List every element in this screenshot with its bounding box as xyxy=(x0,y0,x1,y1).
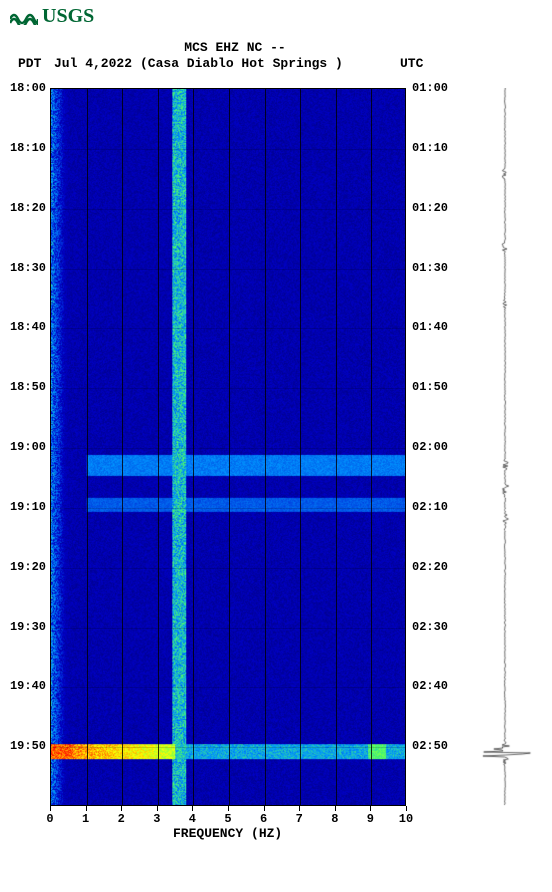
x-tick: 1 xyxy=(82,812,89,826)
station-label: (Casa Diablo Hot Springs ) xyxy=(140,56,343,71)
y-right-tick: 01:10 xyxy=(412,141,456,155)
y-left-tick: 18:30 xyxy=(2,261,46,275)
tz-right-label: UTC xyxy=(400,56,423,71)
x-tick: 9 xyxy=(367,812,374,826)
x-tick: 2 xyxy=(118,812,125,826)
y-left-tick: 18:50 xyxy=(2,380,46,394)
y-left-tick: 19:40 xyxy=(2,679,46,693)
y-left-tick: 18:20 xyxy=(2,201,46,215)
spectrogram-chart xyxy=(50,88,406,806)
y-left-tick: 19:50 xyxy=(2,739,46,753)
y-left-tick: 18:10 xyxy=(2,141,46,155)
wave-icon xyxy=(10,9,38,25)
y-right-tick: 01:30 xyxy=(412,261,456,275)
logo-text: USGS xyxy=(42,5,94,28)
y-right-tick: 02:00 xyxy=(412,440,456,454)
x-tick: 6 xyxy=(260,812,267,826)
y-right-tick: 02:10 xyxy=(412,500,456,514)
x-tick: 4 xyxy=(189,812,196,826)
y-left-tick: 19:10 xyxy=(2,500,46,514)
y-left-tick: 19:00 xyxy=(2,440,46,454)
y-right-tick: 02:40 xyxy=(412,679,456,693)
x-tick: 0 xyxy=(46,812,53,826)
y-left-tick: 19:30 xyxy=(2,620,46,634)
x-axis-label: FREQUENCY (HZ) xyxy=(173,826,282,841)
x-tick: 10 xyxy=(399,812,413,826)
y-left-tick: 19:20 xyxy=(2,560,46,574)
x-tick: 7 xyxy=(296,812,303,826)
y-left-tick: 18:00 xyxy=(2,81,46,95)
usgs-logo: USGS xyxy=(10,5,94,28)
x-tick: 5 xyxy=(224,812,231,826)
waveform-trace xyxy=(475,88,535,806)
y-left-tick: 18:40 xyxy=(2,320,46,334)
date-label: Jul 4,2022 xyxy=(54,56,132,71)
tz-left-label: PDT xyxy=(18,56,41,71)
y-right-tick: 01:00 xyxy=(412,81,456,95)
x-tick: 3 xyxy=(153,812,160,826)
y-right-tick: 02:30 xyxy=(412,620,456,634)
x-tick: 8 xyxy=(331,812,338,826)
y-right-tick: 01:50 xyxy=(412,380,456,394)
y-right-tick: 02:20 xyxy=(412,560,456,574)
y-right-tick: 01:20 xyxy=(412,201,456,215)
chart-title: MCS EHZ NC -- xyxy=(0,40,470,55)
spectrogram-canvas xyxy=(51,89,405,805)
y-right-tick: 01:40 xyxy=(412,320,456,334)
y-right-tick: 02:50 xyxy=(412,739,456,753)
